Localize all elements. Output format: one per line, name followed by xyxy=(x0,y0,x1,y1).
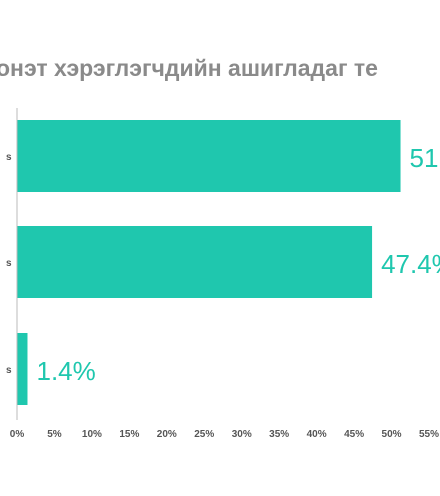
value-label-1: 51. xyxy=(410,143,440,173)
value-label-2: 47.4% xyxy=(381,249,440,279)
x-tick-label: 0% xyxy=(10,429,25,440)
category-label-1: s xyxy=(6,152,12,163)
x-tick-label: 15% xyxy=(119,429,139,440)
x-tick-label: 45% xyxy=(344,429,364,440)
x-tick-label: 40% xyxy=(307,429,327,440)
category-label-3: s xyxy=(6,365,12,376)
x-tick-label: 35% xyxy=(269,429,289,440)
bar-2 xyxy=(17,226,373,298)
x-tick-label: 30% xyxy=(232,429,252,440)
bar-3 xyxy=(17,333,28,405)
x-tick-label: 55% xyxy=(419,429,439,440)
x-tick-label: 10% xyxy=(82,429,102,440)
value-label-3: 1.4% xyxy=(36,356,95,386)
x-tick-label: 20% xyxy=(157,429,177,440)
x-tick-label: 25% xyxy=(194,429,214,440)
x-tick-label: 50% xyxy=(382,429,402,440)
x-tick-label: 5% xyxy=(47,429,62,440)
bar-1 xyxy=(17,120,401,192)
chart-title: онэт хэрэглэгчдийн ашигладаг те xyxy=(0,55,378,81)
category-label-2: s xyxy=(6,258,12,269)
